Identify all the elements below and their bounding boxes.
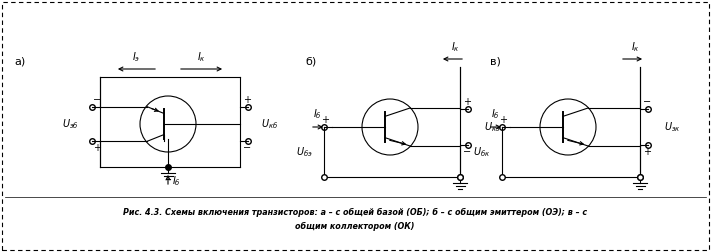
- Text: $I_б$: $I_б$: [491, 107, 499, 121]
- Text: −: −: [643, 97, 651, 107]
- Text: $I_к$: $I_к$: [631, 40, 639, 54]
- Text: $I_к$: $I_к$: [197, 50, 206, 64]
- Text: +: +: [321, 115, 329, 125]
- Text: +: +: [243, 95, 251, 105]
- Text: $I_б$: $I_б$: [313, 107, 321, 121]
- Text: в): в): [490, 57, 501, 67]
- Text: Рис. 4.3. Схемы включения транзисторов: а – с общей базой (ОБ); б – с общим эмит: Рис. 4.3. Схемы включения транзисторов: …: [123, 207, 587, 216]
- Text: $U_{бэ}$: $U_{бэ}$: [296, 145, 312, 159]
- Text: $U_{кэ}$: $U_{кэ}$: [483, 120, 501, 134]
- Text: +: +: [643, 147, 651, 157]
- Text: +: +: [499, 115, 507, 125]
- Text: $U_{эб}$: $U_{эб}$: [62, 117, 78, 131]
- Text: −: −: [463, 147, 471, 157]
- Text: $U_{эк}$: $U_{эк}$: [663, 120, 680, 134]
- Text: $U_{кб}$: $U_{кб}$: [262, 117, 279, 131]
- Text: −: −: [243, 143, 251, 153]
- Text: б): б): [305, 57, 316, 67]
- Text: +: +: [93, 143, 101, 153]
- Text: а): а): [14, 57, 26, 67]
- Text: $I_э$: $I_э$: [132, 50, 141, 64]
- Text: общим коллектором (ОК): общим коллектором (ОК): [295, 222, 415, 231]
- Text: −: −: [93, 95, 101, 105]
- Text: $I_б$: $I_б$: [172, 174, 181, 188]
- Text: +: +: [463, 97, 471, 107]
- Text: $I_к$: $I_к$: [451, 40, 459, 54]
- Text: $U_{бк}$: $U_{бк}$: [474, 145, 491, 159]
